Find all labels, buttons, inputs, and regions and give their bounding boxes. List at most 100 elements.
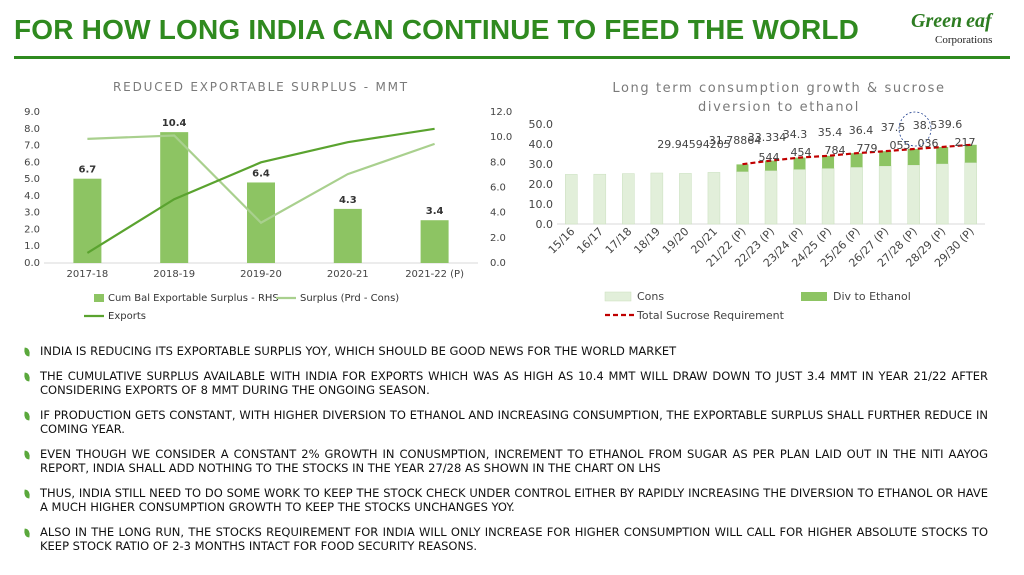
x-axis-tick-label: 2020-21 [327,269,369,280]
data-label: 036 [918,137,939,150]
leaf-bullet-icon [23,411,31,420]
cons-bar [565,174,578,225]
ethanol-bar [765,160,777,171]
page-title: FOR HOW LONG INDIA CAN CONTINUE TO FEED … [14,14,860,45]
bullet-item: ALSO IN THE LONG RUN, THE STOCKS REQUIRE… [23,524,988,554]
y-axis-tick-label: 30.0 [529,158,554,171]
bar-data-label: 3.4 [426,206,444,217]
bar [333,208,362,263]
data-label: 544 [759,151,780,164]
title-divider [14,56,1010,59]
x-axis-tick-label: 2018-19 [153,269,195,280]
cons-bar [593,173,607,225]
ethanol-bar [907,149,920,165]
bullet-text: IF PRODUCTION GETS CONSTANT, WITH HIGHER… [40,407,988,437]
left-axis-tick-label: 3.0 [24,208,40,219]
cons-bar [736,171,749,225]
consumption-ethanol-chart: Long term consumption growth & sucrose di… [529,81,985,322]
y-axis-tick-label: 20.0 [529,178,554,191]
bullet-item: IF PRODUCTION GETS CONSTANT, WITH HIGHER… [23,407,988,437]
legend-swatch [801,292,827,301]
left-axis-tick-label: 5.0 [24,174,40,185]
cons-bar [622,173,635,225]
cons-bar [907,164,920,225]
cons-bar [793,169,806,225]
bar [160,132,189,263]
bar [73,178,102,263]
bullet-list: INDIA IS REDUCING ITS EXPORTABLE SURPLIS… [23,344,988,564]
right-axis-tick-label: 12.0 [490,107,512,118]
data-label: 38.5 [913,119,938,132]
x-axis-tick-label: 2021-22 (P) [405,269,464,280]
company-logo: Green eaf Corporations [905,8,1015,48]
cons-bar [935,163,949,225]
cons-bar [878,165,892,225]
exportable-surplus-chart: REDUCED EXPORTABLE SURPLUS - MMT 0.0 1.0 2.… [24,80,512,322]
cons-bar [964,162,977,225]
bar-data-label: 6.4 [252,168,270,179]
cons-bar [850,166,863,225]
x-axis-tick-label: 2017-18 [67,269,109,280]
legend-label: Total Sucrose Requirement [636,309,785,322]
data-label: 33.334 [748,131,787,144]
bullet-text: THE CUMULATIVE SURPLUS AVAILABLE WITH IN… [40,368,988,398]
left-axis-tick-label: 8.0 [24,124,40,135]
y-axis-tick-label: 10.0 [529,198,554,211]
right-axis-tick-label: 4.0 [490,208,506,219]
bullet-item: THE CUMULATIVE SURPLUS AVAILABLE WITH IN… [23,368,988,398]
legend-swatch [94,294,104,302]
cons-bar [650,172,664,225]
leaf-bullet-icon [23,347,31,357]
x-axis-tick-label: 19/20 [660,225,692,257]
left-axis-tick-label: 6.0 [24,157,40,168]
bar-data-label: 6.7 [79,165,97,176]
right-axis-tick-label: 6.0 [490,183,506,194]
leaf-bullet-icon [23,489,31,498]
ethanol-bar [879,151,892,166]
cons-bar [707,172,721,225]
chart-title: REDUCED EXPORTABLE SURPLUS - MMT [113,80,409,94]
legend-label: Cons [637,290,664,303]
bullet-item: INDIA IS REDUCING ITS EXPORTABLE SURPLIS… [23,344,988,359]
leaf-bullet-icon [23,450,31,459]
cons-bar [764,170,778,225]
x-axis-tick-label: 17/18 [603,225,635,257]
left-axis-tick-label: 1.0 [24,241,40,252]
left-axis-tick-label: 9.0 [24,107,40,118]
bullet-text: THUS, INDIA STILL NEED TO DO SOME WORK T… [40,485,988,515]
left-axis-tick-label: 4.0 [24,191,40,202]
right-axis-tick-label: 8.0 [490,157,506,168]
ethanol-bar [936,147,949,164]
data-label: 29.94594205 [657,138,730,151]
y-axis-tick-label: 40.0 [529,138,554,151]
data-label: 37.5 [881,121,906,134]
cons-bar [679,173,692,225]
data-label: 31.78864 [709,134,762,147]
bullet-text: INDIA IS REDUCING ITS EXPORTABLE SURPLIS… [40,344,677,358]
series-line [86,127,435,254]
chart-title: diversion to ethanol [698,100,860,115]
y-axis-tick-label: 0.0 [536,218,554,231]
ethanol-bar [850,153,863,168]
bar-data-label: 10.4 [162,118,187,129]
logo-text: Green eaf [911,10,992,32]
left-axis-tick-label: 2.0 [24,224,40,235]
data-label: 35.4 [818,126,843,139]
bullet-text: ALSO IN THE LONG RUN, THE STOCKS REQUIRE… [40,524,988,554]
ethanol-bar [793,157,806,170]
highlight-circle [898,111,932,147]
data-label: 779 [857,142,878,155]
leaf-bullet-icon [23,528,31,537]
cons-bar [821,168,835,225]
data-label: 217 [955,136,976,149]
y-axis-tick-label: 50.0 [529,118,554,131]
right-axis-tick-label: 0.0 [490,258,506,269]
bar [420,220,449,263]
legend-label: Cum Bal Exportable Surplus - RHS [108,293,279,304]
ethanol-bar [736,164,749,172]
legend-label: Surplus (Prd - Cons) [300,293,399,304]
ethanol-bar [822,155,835,169]
requirement-line [742,143,971,166]
left-axis-tick-label: 0.0 [24,258,40,269]
ethanol-bar [964,144,977,163]
